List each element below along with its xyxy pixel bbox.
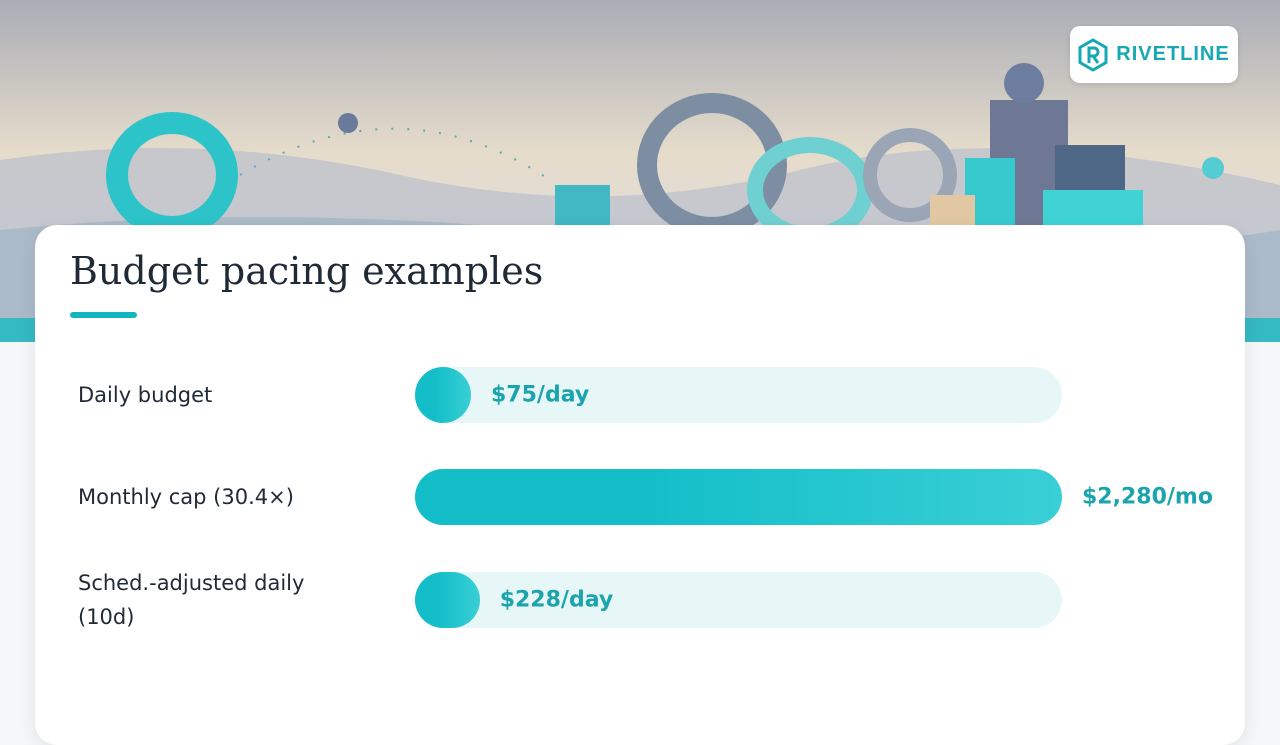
category-label: Sched.-adjusted daily (10d) <box>78 571 305 629</box>
category-label: Monthly cap (30.4×) <box>78 485 294 509</box>
brand-name: RIVETLINE <box>1116 43 1230 65</box>
bar <box>415 572 480 628</box>
logo-icon <box>1078 37 1108 72</box>
bar-track <box>415 367 1062 423</box>
bar <box>415 367 471 423</box>
category-label: Daily budget <box>78 383 213 407</box>
bar-track <box>415 572 1062 628</box>
chart-title: Budget pacing examples <box>70 249 544 293</box>
value-label: $2,280/mo <box>1082 484 1213 510</box>
chart-card: Budget pacing examples Daily budget $75/d… <box>35 225 1245 745</box>
logo: RIVETLINE <box>1070 26 1238 83</box>
bar <box>415 469 1062 525</box>
bar-row: Sched.-adjusted daily (10d) $228/day <box>35 571 1245 629</box>
bar-row: Monthly cap (30.4×) $2,280/mo <box>35 469 1245 525</box>
bar-track <box>415 469 1062 525</box>
bar-row: Daily budget $75/day <box>35 367 1245 423</box>
value-label: $75/day <box>491 382 590 408</box>
title-underline <box>70 312 137 318</box>
value-label: $228/day <box>499 587 614 613</box>
